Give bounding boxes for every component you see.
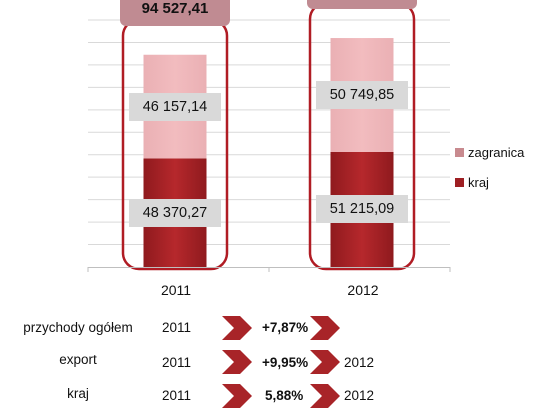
- chevron-right-icon: [222, 316, 252, 340]
- comparison-to-kraj: 2012: [344, 388, 375, 403]
- x-axis: [87, 267, 451, 272]
- legend-label-kraj: kraj: [468, 175, 489, 190]
- comparison-change-kraj: 5,88%: [265, 388, 304, 403]
- chevron-right-icon: [310, 384, 340, 408]
- legend-label-zagranica: zagranica: [468, 145, 525, 160]
- comparison-label-export: export: [59, 352, 97, 367]
- x-tick-label-2011: 2011: [160, 282, 192, 298]
- data-label-zagranica-2011: 46 157,14: [129, 92, 221, 121]
- comparison-from-kraj: 2011: [162, 388, 192, 403]
- chevron-right-icon: [222, 384, 252, 408]
- comparison-label-kraj: kraj: [67, 386, 89, 401]
- legend-item-kraj: kraj: [455, 175, 489, 190]
- comparison-from-export: 2011: [162, 355, 192, 370]
- comparison-to-export: 2012: [344, 355, 375, 370]
- chevron-right-icon: [222, 350, 252, 374]
- legend-swatch-zagranica: [455, 148, 464, 157]
- chevron-right-icon: [310, 350, 340, 374]
- legend-item-zagranica: zagranica: [455, 145, 524, 160]
- comparison-change-export: +9,95%: [262, 355, 309, 370]
- comparison-from-total: 2011: [162, 320, 192, 335]
- comparison-change-total: +7,87%: [262, 320, 309, 335]
- legend-swatch-kraj: [455, 178, 464, 187]
- data-label-zagranica-2012: 50 749,85: [316, 81, 408, 110]
- total-label-2011: 94 527,41: [120, 0, 230, 26]
- chevron-right-icon: [310, 316, 340, 340]
- comparison-label-total: przychody ogółem: [23, 320, 133, 335]
- x-tick-label-2012: 2012: [347, 282, 379, 298]
- bars: [143, 38, 394, 267]
- data-label-kraj-2012: 51 215,09: [316, 195, 408, 224]
- data-label-kraj-2011: 48 370,27: [129, 198, 221, 227]
- total-label-2012: 101 964,94: [307, 0, 417, 10]
